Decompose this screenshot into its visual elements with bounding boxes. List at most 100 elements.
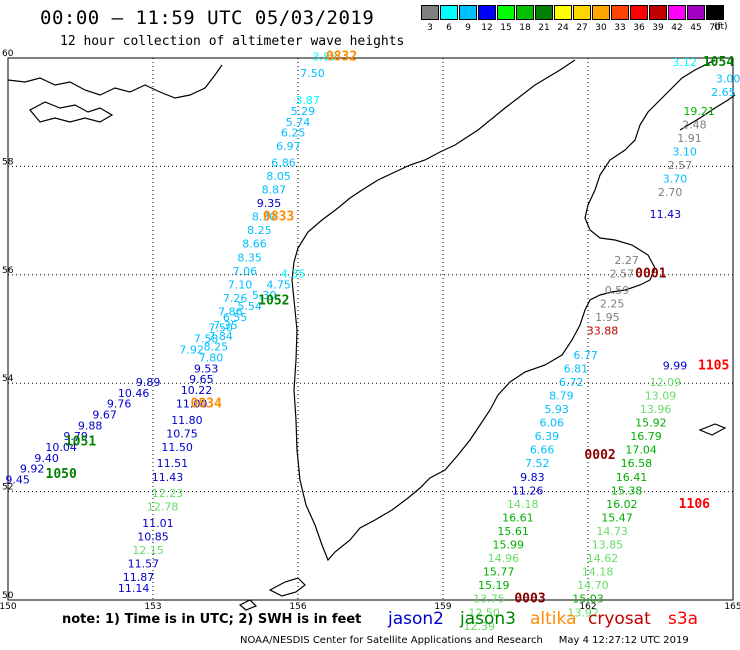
scale-swatch xyxy=(459,5,477,20)
pass-time-label: 1106 xyxy=(679,497,710,512)
swh-value: 3.85 xyxy=(312,51,337,64)
swh-value: 6.06 xyxy=(540,417,565,430)
swh-value: 3.10 xyxy=(672,146,697,159)
lon-tick-label: 150 xyxy=(0,602,17,612)
swh-value: 14.73 xyxy=(596,525,628,538)
legend-s3a: s3a xyxy=(668,609,699,629)
swh-value: 15.61 xyxy=(497,525,529,538)
swh-value: 12.50 xyxy=(468,606,500,619)
swh-value: 9.83 xyxy=(520,471,545,484)
swh-value: 7.26 xyxy=(223,292,248,305)
swh-value: 11.87 xyxy=(123,571,155,584)
scale-swatch xyxy=(516,5,534,20)
scale-swatch xyxy=(478,5,496,20)
swh-value: 8.30 xyxy=(252,211,277,224)
swh-value: 7.86 xyxy=(218,305,243,318)
scale-swatch xyxy=(497,5,515,20)
credit-text: NOAA/NESDIS Center for Satellite Applica… xyxy=(240,635,543,646)
scale-swatch xyxy=(440,5,458,20)
swh-value: 14.18 xyxy=(507,498,539,511)
scale-swatch xyxy=(630,5,648,20)
scale-label: 36 xyxy=(633,23,645,33)
swh-value: 16.61 xyxy=(502,511,534,524)
swh-value: 15.38 xyxy=(611,484,643,497)
swh-value: 5.29 xyxy=(291,105,316,118)
swh-value: 16.02 xyxy=(606,498,638,511)
swh-value: 6.25 xyxy=(281,127,306,140)
swh-value: 2.70 xyxy=(658,186,683,199)
scale-label: 45 xyxy=(690,23,702,33)
legend-jason3: jason3 xyxy=(460,609,516,629)
swh-value: 8.35 xyxy=(237,251,262,264)
paramushir-island xyxy=(268,577,306,597)
swh-value: 7.50 xyxy=(208,322,233,335)
swh-value: 2.48 xyxy=(682,118,707,131)
swh-value: 6.66 xyxy=(530,444,555,457)
color-scale: 3 6 9 12 15 18 21 24 27 30 33 36 39 42 45 70 xyxy=(421,5,729,41)
credit-line: NOAA/NESDIS Center for Satellite Applica… xyxy=(240,635,689,646)
scale-swatch xyxy=(706,5,724,20)
commander-islands xyxy=(698,423,727,436)
footer-note: note: 1) Time is in UTC; 2) SWH is in fe… xyxy=(62,612,362,627)
lon-tick-label: 162 xyxy=(579,602,596,612)
swh-value: 8.25 xyxy=(247,224,272,237)
kuril-island xyxy=(238,599,258,611)
swh-value: 14.62 xyxy=(587,552,619,565)
swh-value: 9.35 xyxy=(257,197,282,210)
lat-tick-label: 50 xyxy=(2,591,14,601)
swh-value: 11.43 xyxy=(650,208,682,221)
swh-value: 14.18 xyxy=(582,566,614,579)
pass-time-label: 1105 xyxy=(698,359,729,374)
swh-value: 3.70 xyxy=(663,173,688,186)
swh-value: 2.27 xyxy=(614,254,639,267)
scale-label: 3 xyxy=(427,23,433,33)
pass-1105: 9.9912.0913.0913.9615.9216.7917.0416.581… xyxy=(567,359,729,620)
swh-value: 7.50 xyxy=(300,67,325,80)
swh-value: 6.86 xyxy=(271,156,296,169)
scale-label: 27 xyxy=(576,23,588,33)
pass-0003: 0003 xyxy=(514,592,545,607)
swh-value: 16.79 xyxy=(630,430,662,443)
pass-0832: 3.85 7.50 3.875.295.746.256.97 6.868.058.87… xyxy=(152,50,357,484)
swh-value: 11.14 xyxy=(118,582,150,595)
pass-1052: 4.354.755.305.546.557.507.587.92 1052 xyxy=(179,268,305,357)
legend-altika: altika xyxy=(530,609,577,629)
swh-value: 33.88 xyxy=(587,324,619,337)
swh-value: 3.12 xyxy=(672,56,697,69)
scale-swatch xyxy=(535,5,553,20)
scale-label: 24 xyxy=(557,23,569,33)
map-frame xyxy=(7,57,734,601)
swh-value: 9.65 xyxy=(189,373,214,386)
scale-label: 12 xyxy=(481,23,493,33)
lon-tick-label: 165 xyxy=(724,602,740,612)
lon-tick-label: 156 xyxy=(289,602,306,612)
kamchatka-west-coast xyxy=(291,59,716,562)
swh-value: 9.53 xyxy=(194,362,219,375)
scale-swatch xyxy=(668,5,686,20)
scale-label: 42 xyxy=(671,23,683,33)
pass-time-label: 0834 xyxy=(191,397,222,412)
scale-label: 70 xyxy=(709,23,721,33)
scale-swatch xyxy=(573,5,591,20)
east-peninsula xyxy=(679,94,736,131)
swh-value: 4.35 xyxy=(281,268,306,281)
pass-time-label: 0001 xyxy=(635,267,666,282)
swh-value: 7.84 xyxy=(208,330,233,343)
scale-unit: (ft) xyxy=(714,22,728,32)
swh-value: 9.76 xyxy=(107,398,132,411)
timestamp: May 4 12:27:12 UTC 2019 xyxy=(558,635,689,646)
swh-value: 10.04 xyxy=(45,441,77,454)
swh-value: 7.10 xyxy=(228,278,253,291)
scale-label: 30 xyxy=(595,23,607,33)
legend-cryosat: cryosat xyxy=(588,609,651,629)
lat-tick-label: 60 xyxy=(2,49,14,59)
pass-time-label: 0832 xyxy=(326,50,357,65)
swh-value: 11.26 xyxy=(512,484,544,497)
coastline xyxy=(7,59,736,611)
swh-value: 10.46 xyxy=(118,387,150,400)
swh-value: 10.85 xyxy=(137,530,169,543)
swh-value: 15.92 xyxy=(635,417,667,430)
